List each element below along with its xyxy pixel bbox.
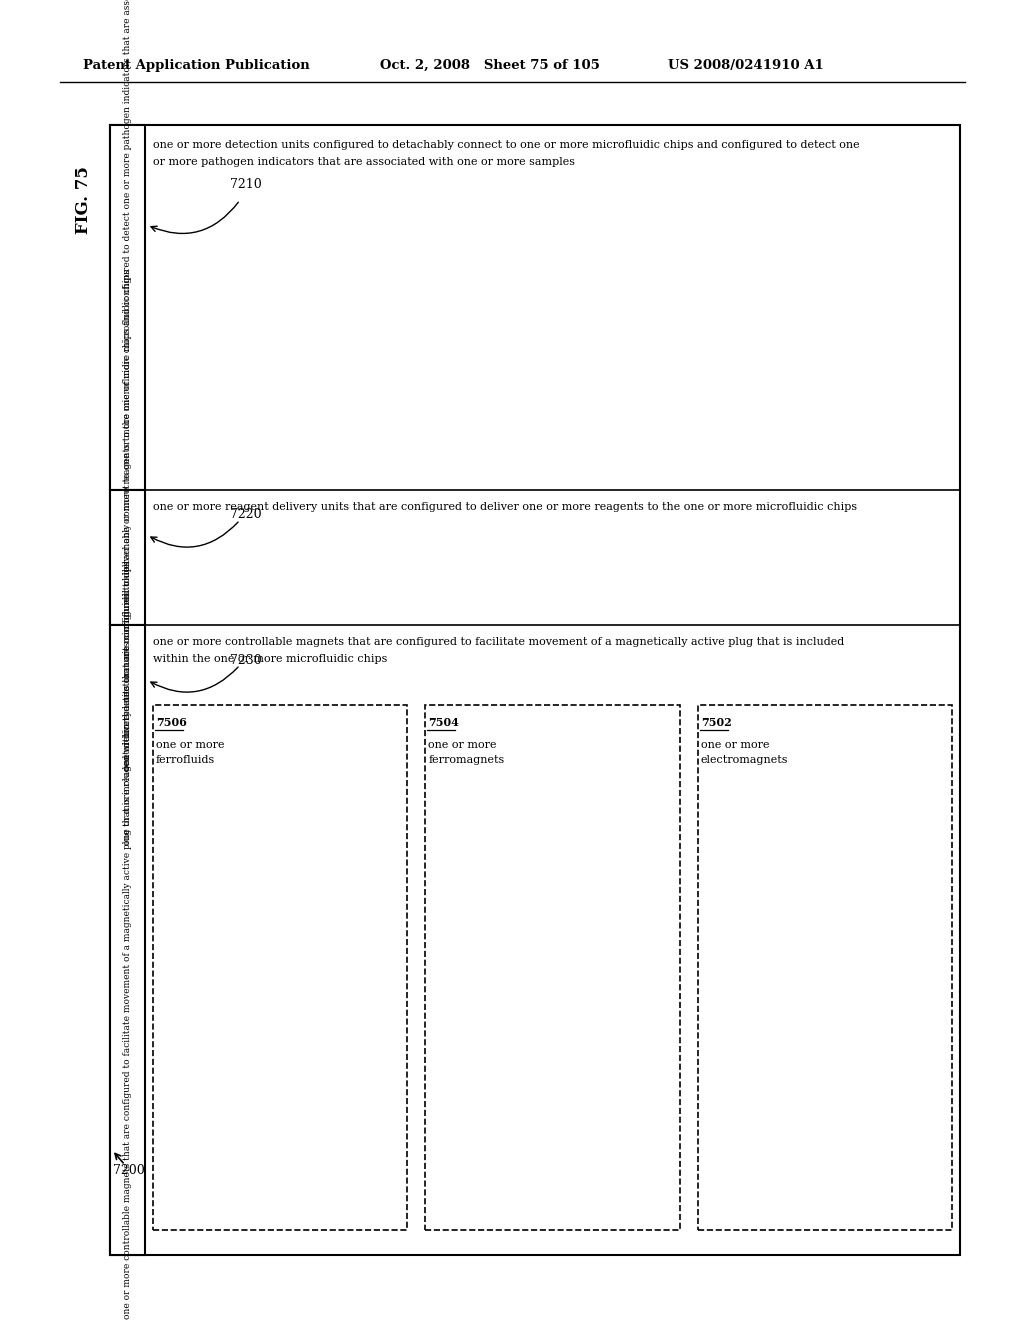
Text: 7506: 7506 xyxy=(156,718,186,729)
Text: one or more reagent delivery units that are configured to deliver one or more re: one or more reagent delivery units that … xyxy=(123,269,132,845)
Text: ferromagnets: ferromagnets xyxy=(428,755,505,766)
Text: 7230: 7230 xyxy=(230,653,262,667)
Text: one or more reagent delivery units that are configured to deliver one or more re: one or more reagent delivery units that … xyxy=(153,502,857,512)
Text: one or more controllable magnets that are configured to facilitate movement of a: one or more controllable magnets that ar… xyxy=(153,638,844,647)
Text: US 2008/0241910 A1: US 2008/0241910 A1 xyxy=(668,58,823,71)
Bar xyxy=(110,125,961,1255)
Text: one or more controllable magnets that are configured to facilitate movement of a: one or more controllable magnets that ar… xyxy=(123,561,132,1319)
Text: 7220: 7220 xyxy=(230,508,261,521)
Bar xyxy=(110,624,145,1255)
Bar xyxy=(110,490,145,624)
Text: electromagnets: electromagnets xyxy=(700,755,788,766)
Bar xyxy=(153,705,408,1230)
Text: one or more: one or more xyxy=(700,741,769,750)
Text: one or more: one or more xyxy=(156,741,224,750)
Text: or more pathogen indicators that are associated with one or more samples: or more pathogen indicators that are ass… xyxy=(153,157,575,168)
Text: 7210: 7210 xyxy=(230,178,262,191)
Text: one or more: one or more xyxy=(428,741,497,750)
Text: one or more detection units configured to detachably connect to one or more micr: one or more detection units configured t… xyxy=(123,0,132,770)
Text: ferrofluids: ferrofluids xyxy=(156,755,215,766)
Bar xyxy=(110,125,145,490)
Text: Oct. 2, 2008   Sheet 75 of 105: Oct. 2, 2008 Sheet 75 of 105 xyxy=(380,58,600,71)
Bar xyxy=(425,705,680,1230)
Text: 7502: 7502 xyxy=(700,718,731,729)
Text: one or more detection units configured to detachably connect to one or more micr: one or more detection units configured t… xyxy=(153,140,859,150)
Text: Patent Application Publication: Patent Application Publication xyxy=(83,58,309,71)
Text: 7200: 7200 xyxy=(113,1163,144,1176)
Text: within the one or more microfluidic chips: within the one or more microfluidic chip… xyxy=(153,653,387,664)
Text: 7504: 7504 xyxy=(428,718,459,729)
Bar xyxy=(697,705,952,1230)
Text: FIG. 75: FIG. 75 xyxy=(75,166,92,234)
